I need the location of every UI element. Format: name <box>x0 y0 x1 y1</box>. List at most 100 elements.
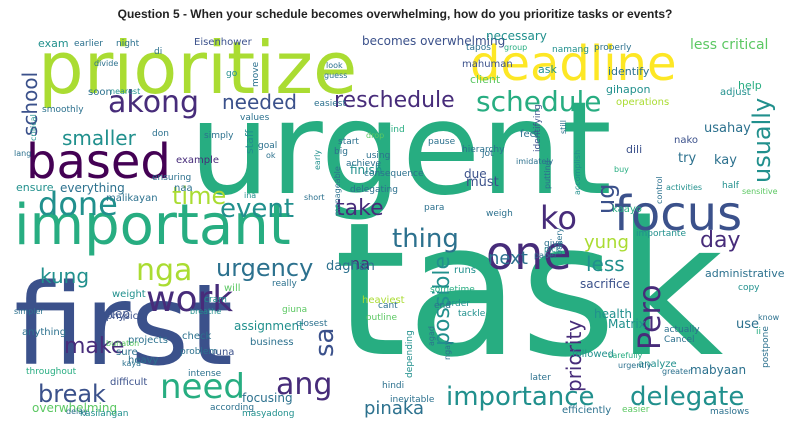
cloud-word: feel <box>520 129 539 140</box>
cloud-word: example <box>176 155 220 166</box>
cloud-word: needed <box>222 90 297 114</box>
cloud-word: delay <box>66 407 88 416</box>
cloud-word: earlier <box>74 39 103 49</box>
cloud-word: difficult <box>110 377 148 388</box>
cloud-word: thing <box>392 224 459 254</box>
cloud-word: goal <box>258 141 278 151</box>
cloud-word: go <box>226 69 238 79</box>
cloud-word: followed <box>572 349 614 360</box>
cloud-word: ko <box>540 199 577 237</box>
cloud-word: analyze <box>638 359 677 370</box>
cloud-word: hierarchy <box>462 145 505 155</box>
cloud-word: heaviest <box>362 295 405 306</box>
cloud-word: copy <box>738 283 760 293</box>
cloud-word: breathe <box>190 307 222 316</box>
cloud-word: smoothly <box>42 105 84 115</box>
cloud-word: must <box>466 175 499 190</box>
cloud-word: move <box>251 61 261 87</box>
cloud-word: focusing <box>242 391 293 405</box>
cloud-word: make <box>64 334 125 359</box>
cloud-word: really <box>272 279 297 289</box>
cloud-word: day <box>700 228 741 253</box>
cloud-word: gihapon <box>606 83 651 96</box>
cloud-word: Eisenhower <box>194 37 252 48</box>
cloud-word: tapos <box>466 43 491 53</box>
cloud-word: help <box>738 79 762 92</box>
cloud-word: importante <box>636 229 687 239</box>
cloud-word: urgent <box>189 75 612 224</box>
cloud-word: sacrifice <box>580 277 631 291</box>
cloud-word: according <box>210 403 255 413</box>
cloud-word: manageable <box>333 166 342 216</box>
cloud-word: urgently <box>618 361 652 370</box>
cloud-word: pinaka <box>364 398 425 419</box>
cloud-word: time <box>172 182 227 210</box>
cloud-word: inevitable <box>390 395 435 405</box>
cloud-word: reschedule <box>334 88 455 113</box>
cloud-word: consequence <box>364 169 424 179</box>
cloud-word: task <box>334 182 724 398</box>
cloud-word: start <box>338 137 359 147</box>
cloud-word: di <box>154 47 163 57</box>
cloud-word: short <box>304 193 325 202</box>
cloud-word: group <box>504 43 528 52</box>
cloud-word: give <box>544 239 564 249</box>
cloud-word: closest <box>296 319 328 329</box>
cloud-word: giuna <box>282 305 308 315</box>
cloud-word: one <box>486 226 572 280</box>
cloud-word: cant <box>378 301 398 311</box>
cloud-word: finish <box>350 163 383 177</box>
cloud-word: check <box>182 331 212 342</box>
cloud-word: mind <box>382 125 405 135</box>
cloud-word: end <box>434 301 451 311</box>
cloud-word: achieve <box>346 159 382 169</box>
cloud-word: urgency <box>216 254 314 282</box>
cloud-word: big <box>334 147 348 157</box>
cloud-word: kay <box>714 153 737 168</box>
cloud-word: ngay <box>443 340 452 360</box>
cloud-word: Cancel <box>664 335 695 345</box>
cloud-word: overwhelming <box>32 401 118 415</box>
cloud-word: critical <box>29 114 38 141</box>
cloud-word: sensitive <box>742 187 778 196</box>
cloud-word: naa <box>174 183 193 194</box>
cloud-word: masyadong <box>242 409 295 419</box>
cloud-word: projects <box>128 335 168 346</box>
cloud-word: maslows <box>710 407 750 417</box>
cloud-word: work <box>146 279 234 320</box>
cloud-word: paper <box>534 251 558 260</box>
cloud-word: assignment <box>234 319 304 333</box>
cloud-word: will <box>224 283 241 294</box>
cloud-word: buy <box>614 165 629 174</box>
cloud-word: importance <box>446 382 595 412</box>
cloud-word: prioritize <box>38 30 358 110</box>
cloud-word: divide <box>94 59 119 68</box>
cloud-word: based <box>26 134 171 190</box>
cloud-word: important <box>14 193 291 258</box>
cloud-word: using <box>366 151 391 161</box>
cloud-word: malikayan <box>106 193 158 204</box>
cloud-word: ensure <box>16 181 54 194</box>
cloud-word: client <box>470 73 501 86</box>
cloud-word: pick <box>544 245 561 254</box>
cloud-word: delegating <box>350 185 398 195</box>
cloud-word: cram <box>204 295 227 305</box>
cloud-word: business <box>250 337 294 348</box>
cloud-word: deadline <box>470 36 677 92</box>
cloud-word: greater <box>662 367 692 376</box>
cloud-word: kung <box>40 264 90 288</box>
cloud-word: kasilangan <box>80 409 129 419</box>
cloud-word: sometime <box>430 285 475 295</box>
cloud-word: ang <box>276 367 333 402</box>
cloud-word: properly <box>594 43 632 53</box>
cloud-word: ensuring <box>152 173 192 183</box>
cloud-word: depending <box>405 330 415 378</box>
cloud-word: usahay <box>704 121 751 136</box>
cloud-word: activities <box>666 183 703 192</box>
chart-title: Question 5 - When your schedule becomes … <box>117 7 673 21</box>
cloud-word: take <box>336 196 384 221</box>
cloud-word: Inuuna <box>200 347 235 358</box>
cloud-word: due <box>464 167 487 181</box>
cloud-word: anything <box>22 327 67 338</box>
cloud-word: kaayo <box>612 204 642 215</box>
